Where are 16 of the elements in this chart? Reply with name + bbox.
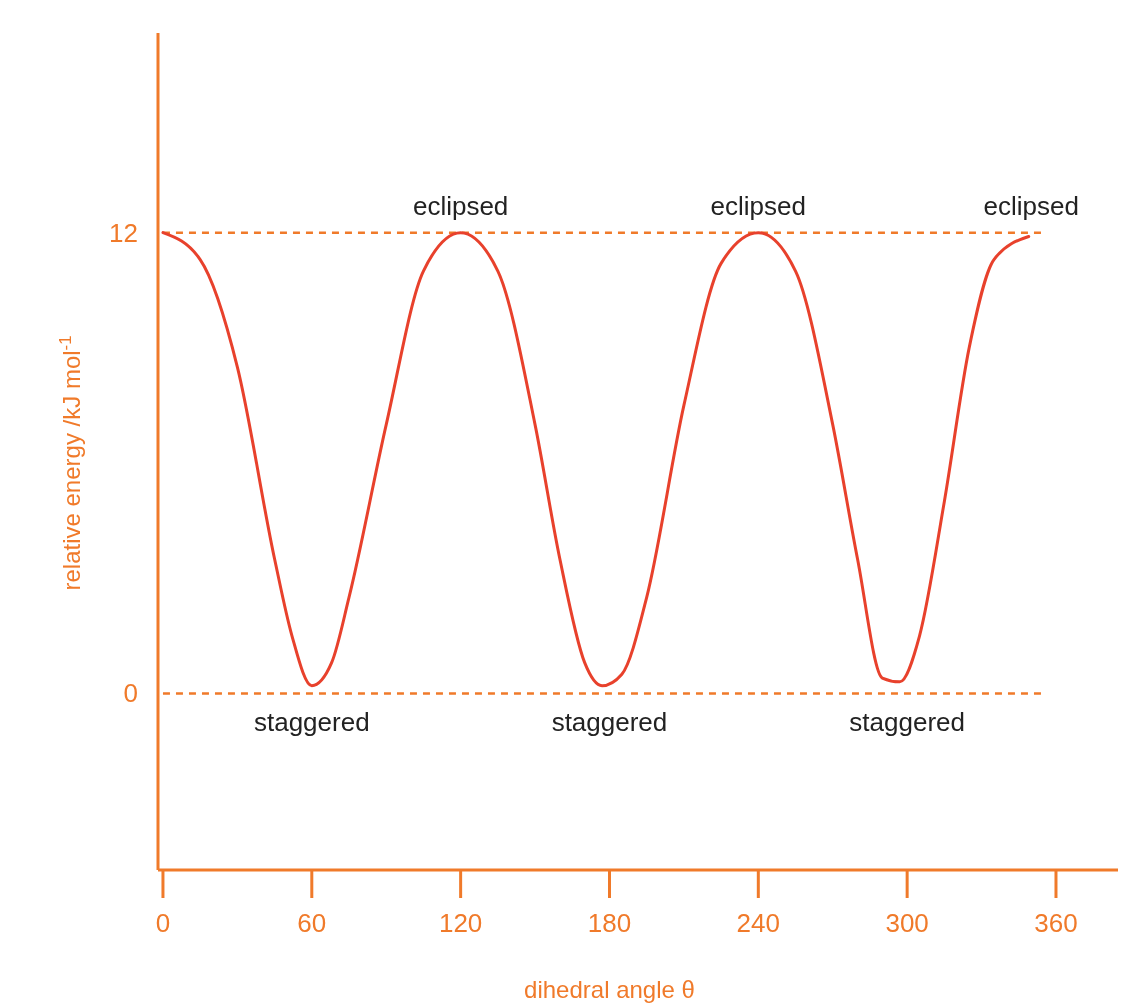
annotation: eclipsed [983, 190, 1079, 221]
x-tick-label: 120 [438, 908, 483, 938]
x-tick-label: 240 [736, 908, 781, 938]
x-tick-label: 180 [587, 908, 632, 938]
annotation: staggered [253, 707, 370, 738]
annotation: staggered [849, 707, 965, 738]
x-tick-label: 360 [1034, 908, 1078, 938]
annotation: eclipsed [710, 190, 807, 221]
annotation: staggered [551, 707, 668, 738]
annotation: eclipsed [412, 190, 509, 221]
x-tick-label: 300 [885, 908, 929, 938]
x-axis-title: dihedral angle θ [524, 976, 695, 1003]
x-tick-label: 60 [297, 908, 327, 938]
x-tick-label: 0 [155, 908, 171, 938]
line-series [161, 231, 1031, 688]
y-tick-label: 12 [109, 217, 138, 248]
